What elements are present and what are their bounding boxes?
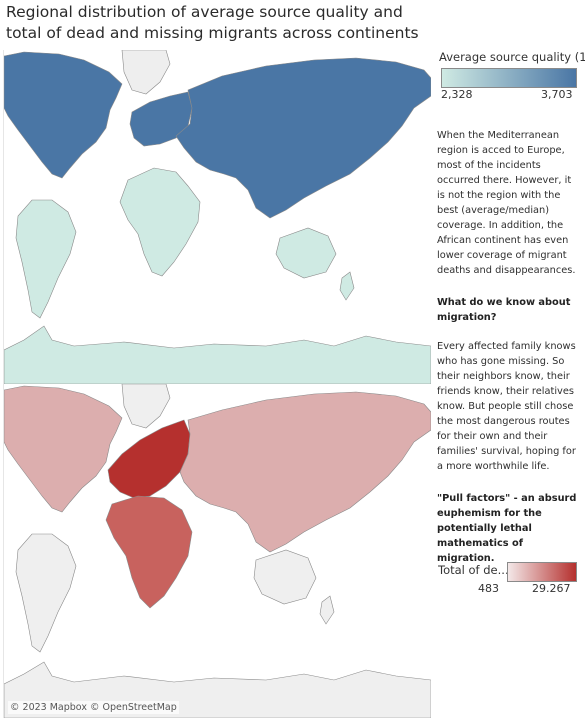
map-total-dead-missing[interactable]: © 2023 Mapbox © OpenStreetMap xyxy=(3,384,431,718)
legend-dead-gradient xyxy=(507,562,577,582)
narrative-heading-1: What do we know about migration? xyxy=(437,297,571,323)
region-greenland[interactable] xyxy=(121,50,171,95)
region-north-america[interactable] xyxy=(4,51,123,179)
region-south-america[interactable] xyxy=(15,199,77,319)
narrative-paragraph-2: Every affected family knows who has gone… xyxy=(437,341,576,472)
legend-quality-gradient xyxy=(441,68,577,88)
map-average-source-quality[interactable] xyxy=(3,50,431,384)
legend-dead-min: 483 xyxy=(478,582,499,595)
legend-quality-max: 3,703 xyxy=(541,88,573,101)
region-oceania[interactable] xyxy=(253,549,335,625)
region-oceania[interactable] xyxy=(275,227,355,301)
narrative-heading-2: "Pull factors" - an absurd euphemism for… xyxy=(437,493,577,564)
map-svg-dead[interactable] xyxy=(4,384,431,718)
legend-dead-title[interactable]: Total of de... xyxy=(438,563,508,577)
legend-quality-title[interactable]: Average source quality (1... xyxy=(439,50,585,64)
narrative-paragraph-1: When the Mediterranean region is acced t… xyxy=(437,130,576,276)
map-attribution[interactable]: © 2023 Mapbox © OpenStreetMap xyxy=(8,701,179,714)
region-africa[interactable] xyxy=(105,495,193,609)
region-africa[interactable] xyxy=(119,167,201,277)
region-south-america[interactable] xyxy=(15,533,77,653)
map-svg-quality[interactable] xyxy=(4,50,431,384)
legend-quality-min: 2,328 xyxy=(441,88,473,101)
region-asia[interactable] xyxy=(175,57,431,219)
region-greenland[interactable] xyxy=(121,384,171,429)
region-north-america[interactable] xyxy=(4,385,123,513)
region-asia[interactable] xyxy=(179,391,431,553)
legend-dead-max: 29.267 xyxy=(532,582,571,595)
dashboard-title: Regional distribution of average source … xyxy=(6,3,419,42)
region-antarctica[interactable] xyxy=(4,325,431,384)
